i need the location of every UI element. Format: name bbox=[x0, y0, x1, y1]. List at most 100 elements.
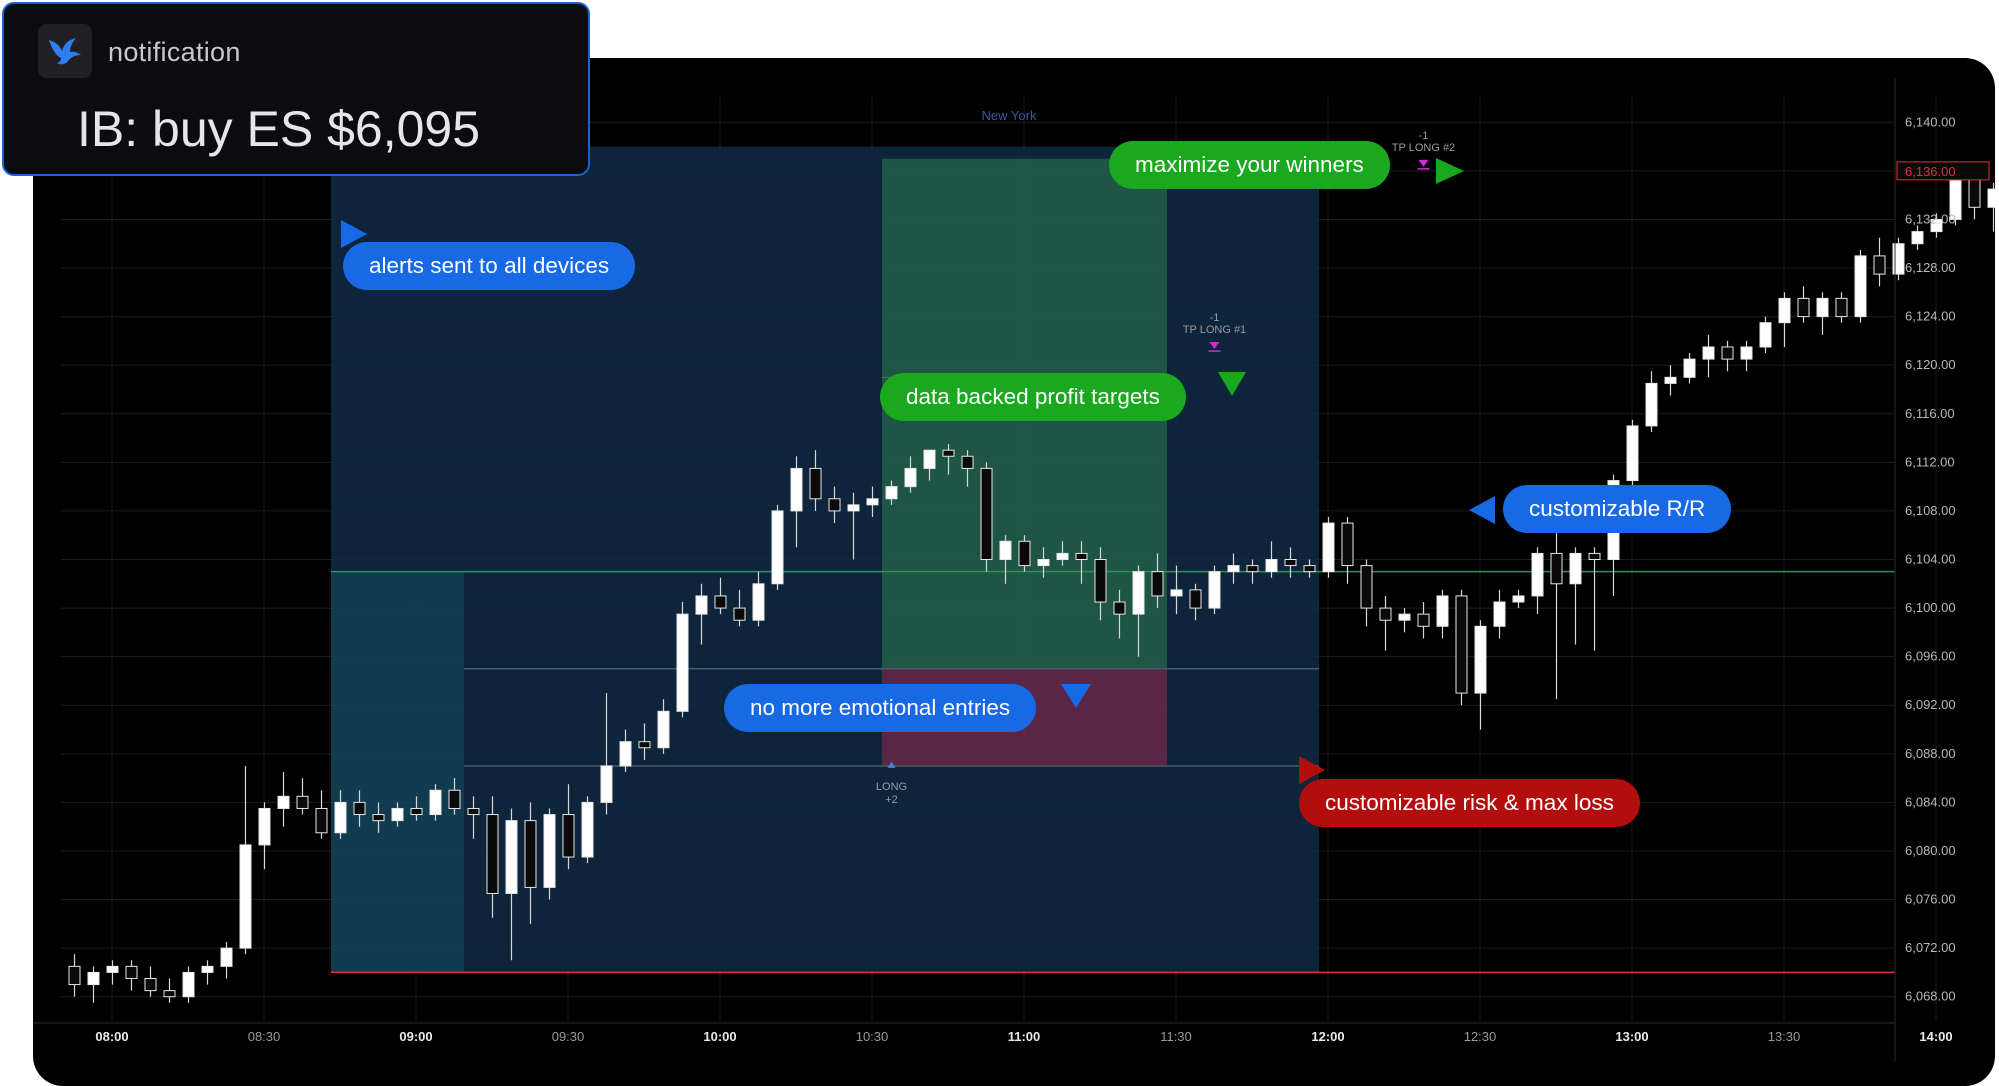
callout-pointer-winners bbox=[1436, 158, 1464, 184]
notification-card[interactable]: notification IB: buy ES $6,095 bbox=[2, 2, 590, 176]
x-tick-label: 09:00 bbox=[399, 1029, 432, 1044]
y-tick-label: 6,080.00 bbox=[1905, 843, 1956, 858]
candle bbox=[1113, 601, 1126, 615]
callout-pointer-emotional bbox=[1061, 684, 1091, 708]
candle bbox=[1417, 613, 1430, 627]
candle bbox=[486, 814, 499, 894]
candle bbox=[619, 741, 632, 767]
candle bbox=[1151, 571, 1164, 597]
candle bbox=[1132, 571, 1145, 615]
candle bbox=[562, 814, 575, 858]
candle bbox=[1341, 522, 1354, 567]
axes: 6,068.00 6,072.00 6,076.00 6,080.00 6,084.00… bbox=[33, 78, 1990, 1061]
callout-rr: customizable R/R bbox=[1503, 485, 1732, 533]
candle bbox=[1664, 376, 1677, 384]
candle bbox=[1816, 297, 1829, 318]
x-tick-label: 10:30 bbox=[856, 1029, 889, 1044]
candle bbox=[201, 965, 214, 973]
candle bbox=[1379, 607, 1392, 621]
y-tick-label: 6,132.00 bbox=[1905, 211, 1956, 226]
y-tick-label: 6,104.00 bbox=[1905, 552, 1956, 567]
tp-marker-label: TP LONG #1 bbox=[1183, 324, 1246, 336]
candle bbox=[1968, 176, 1981, 208]
x-tick-label: 10:00 bbox=[703, 1029, 736, 1044]
candle bbox=[1436, 595, 1449, 627]
callout-alerts: alerts sent to all devices bbox=[343, 242, 636, 290]
candle bbox=[1550, 552, 1563, 585]
candlestick-chart[interactable]: LONG+2TP LONG #1-1TP LONG #2-1 6,068.006… bbox=[33, 58, 1995, 1086]
candle bbox=[1360, 565, 1373, 609]
y-tick-label: 6,096.00 bbox=[1905, 649, 1956, 664]
y-tick-label: 6,072.00 bbox=[1905, 940, 1956, 955]
candle bbox=[467, 807, 480, 816]
candle bbox=[1797, 297, 1810, 318]
candle bbox=[220, 947, 233, 967]
candle bbox=[828, 498, 841, 512]
candle bbox=[239, 844, 252, 949]
y-tick-label: 6,124.00 bbox=[1905, 309, 1956, 324]
x-tick-label: 12:00 bbox=[1311, 1029, 1344, 1044]
candle bbox=[1322, 522, 1335, 573]
candle bbox=[1702, 346, 1715, 360]
candle bbox=[1531, 552, 1544, 597]
y-tick-label: 6,092.00 bbox=[1905, 697, 1956, 712]
candle bbox=[1911, 231, 1924, 245]
x-tick-label: 09:30 bbox=[552, 1029, 585, 1044]
candle bbox=[258, 807, 271, 846]
candle bbox=[695, 595, 708, 615]
candles bbox=[68, 164, 1995, 1003]
candle bbox=[1208, 571, 1221, 609]
tp-marker-arrow bbox=[1209, 342, 1220, 350]
y-tick-label: 6,120.00 bbox=[1905, 357, 1956, 372]
candle bbox=[68, 965, 81, 986]
session-label: New York bbox=[982, 108, 1037, 123]
candle bbox=[429, 789, 442, 816]
x-tick-label: 08:30 bbox=[248, 1029, 281, 1044]
candle bbox=[676, 613, 689, 712]
candle bbox=[334, 801, 347, 834]
chart-panel[interactable]: LONG +2 TP LONG #1 -1 TP LONG #2 -1 6,068.00 6… bbox=[33, 58, 1995, 1086]
tp-marker-qty: -1 bbox=[1210, 312, 1220, 324]
candle bbox=[961, 455, 974, 469]
candle bbox=[923, 449, 936, 469]
candle bbox=[1512, 595, 1525, 603]
candle bbox=[353, 801, 366, 816]
x-tick-label: 13:30 bbox=[1768, 1029, 1801, 1044]
long-marker-arrow bbox=[887, 761, 896, 768]
callout-winners: maximize your winners bbox=[1109, 141, 1390, 189]
candle bbox=[790, 467, 803, 512]
candle bbox=[733, 607, 746, 621]
y-tick-label: 6,084.00 bbox=[1905, 794, 1956, 809]
candle bbox=[942, 449, 955, 457]
candle bbox=[1740, 346, 1753, 360]
callout-emotional: no more emotional entries bbox=[724, 684, 1037, 732]
y-tick-label: 6,128.00 bbox=[1905, 260, 1956, 275]
current-price-tag bbox=[1896, 161, 1990, 181]
candle bbox=[543, 814, 556, 888]
bird-logo-icon bbox=[38, 24, 92, 78]
candle bbox=[296, 795, 309, 809]
y-tick-label: 6,140.00 bbox=[1905, 114, 1956, 129]
candle bbox=[1854, 255, 1867, 318]
candle bbox=[1759, 322, 1772, 348]
candle bbox=[600, 765, 613, 803]
candle bbox=[1303, 565, 1316, 573]
notification-app-name: notification bbox=[108, 37, 241, 67]
candle bbox=[1018, 540, 1031, 567]
candle bbox=[125, 965, 138, 979]
candle bbox=[1189, 589, 1202, 609]
callout-risk: customizable risk & max loss bbox=[1299, 779, 1640, 827]
candle bbox=[277, 795, 290, 809]
candle bbox=[638, 741, 651, 749]
candle bbox=[809, 467, 822, 500]
candle bbox=[1569, 552, 1582, 585]
candle bbox=[1588, 552, 1601, 561]
callout-pointer-profit-targets bbox=[1218, 372, 1246, 396]
current-price-label: 6,136.00 bbox=[1905, 164, 1956, 179]
candle bbox=[752, 583, 765, 621]
notification-message: IB: buy ES $6,095 bbox=[77, 101, 481, 157]
candle bbox=[1265, 559, 1278, 573]
candle bbox=[904, 467, 917, 488]
candle bbox=[410, 807, 423, 816]
candle bbox=[1987, 188, 1995, 208]
